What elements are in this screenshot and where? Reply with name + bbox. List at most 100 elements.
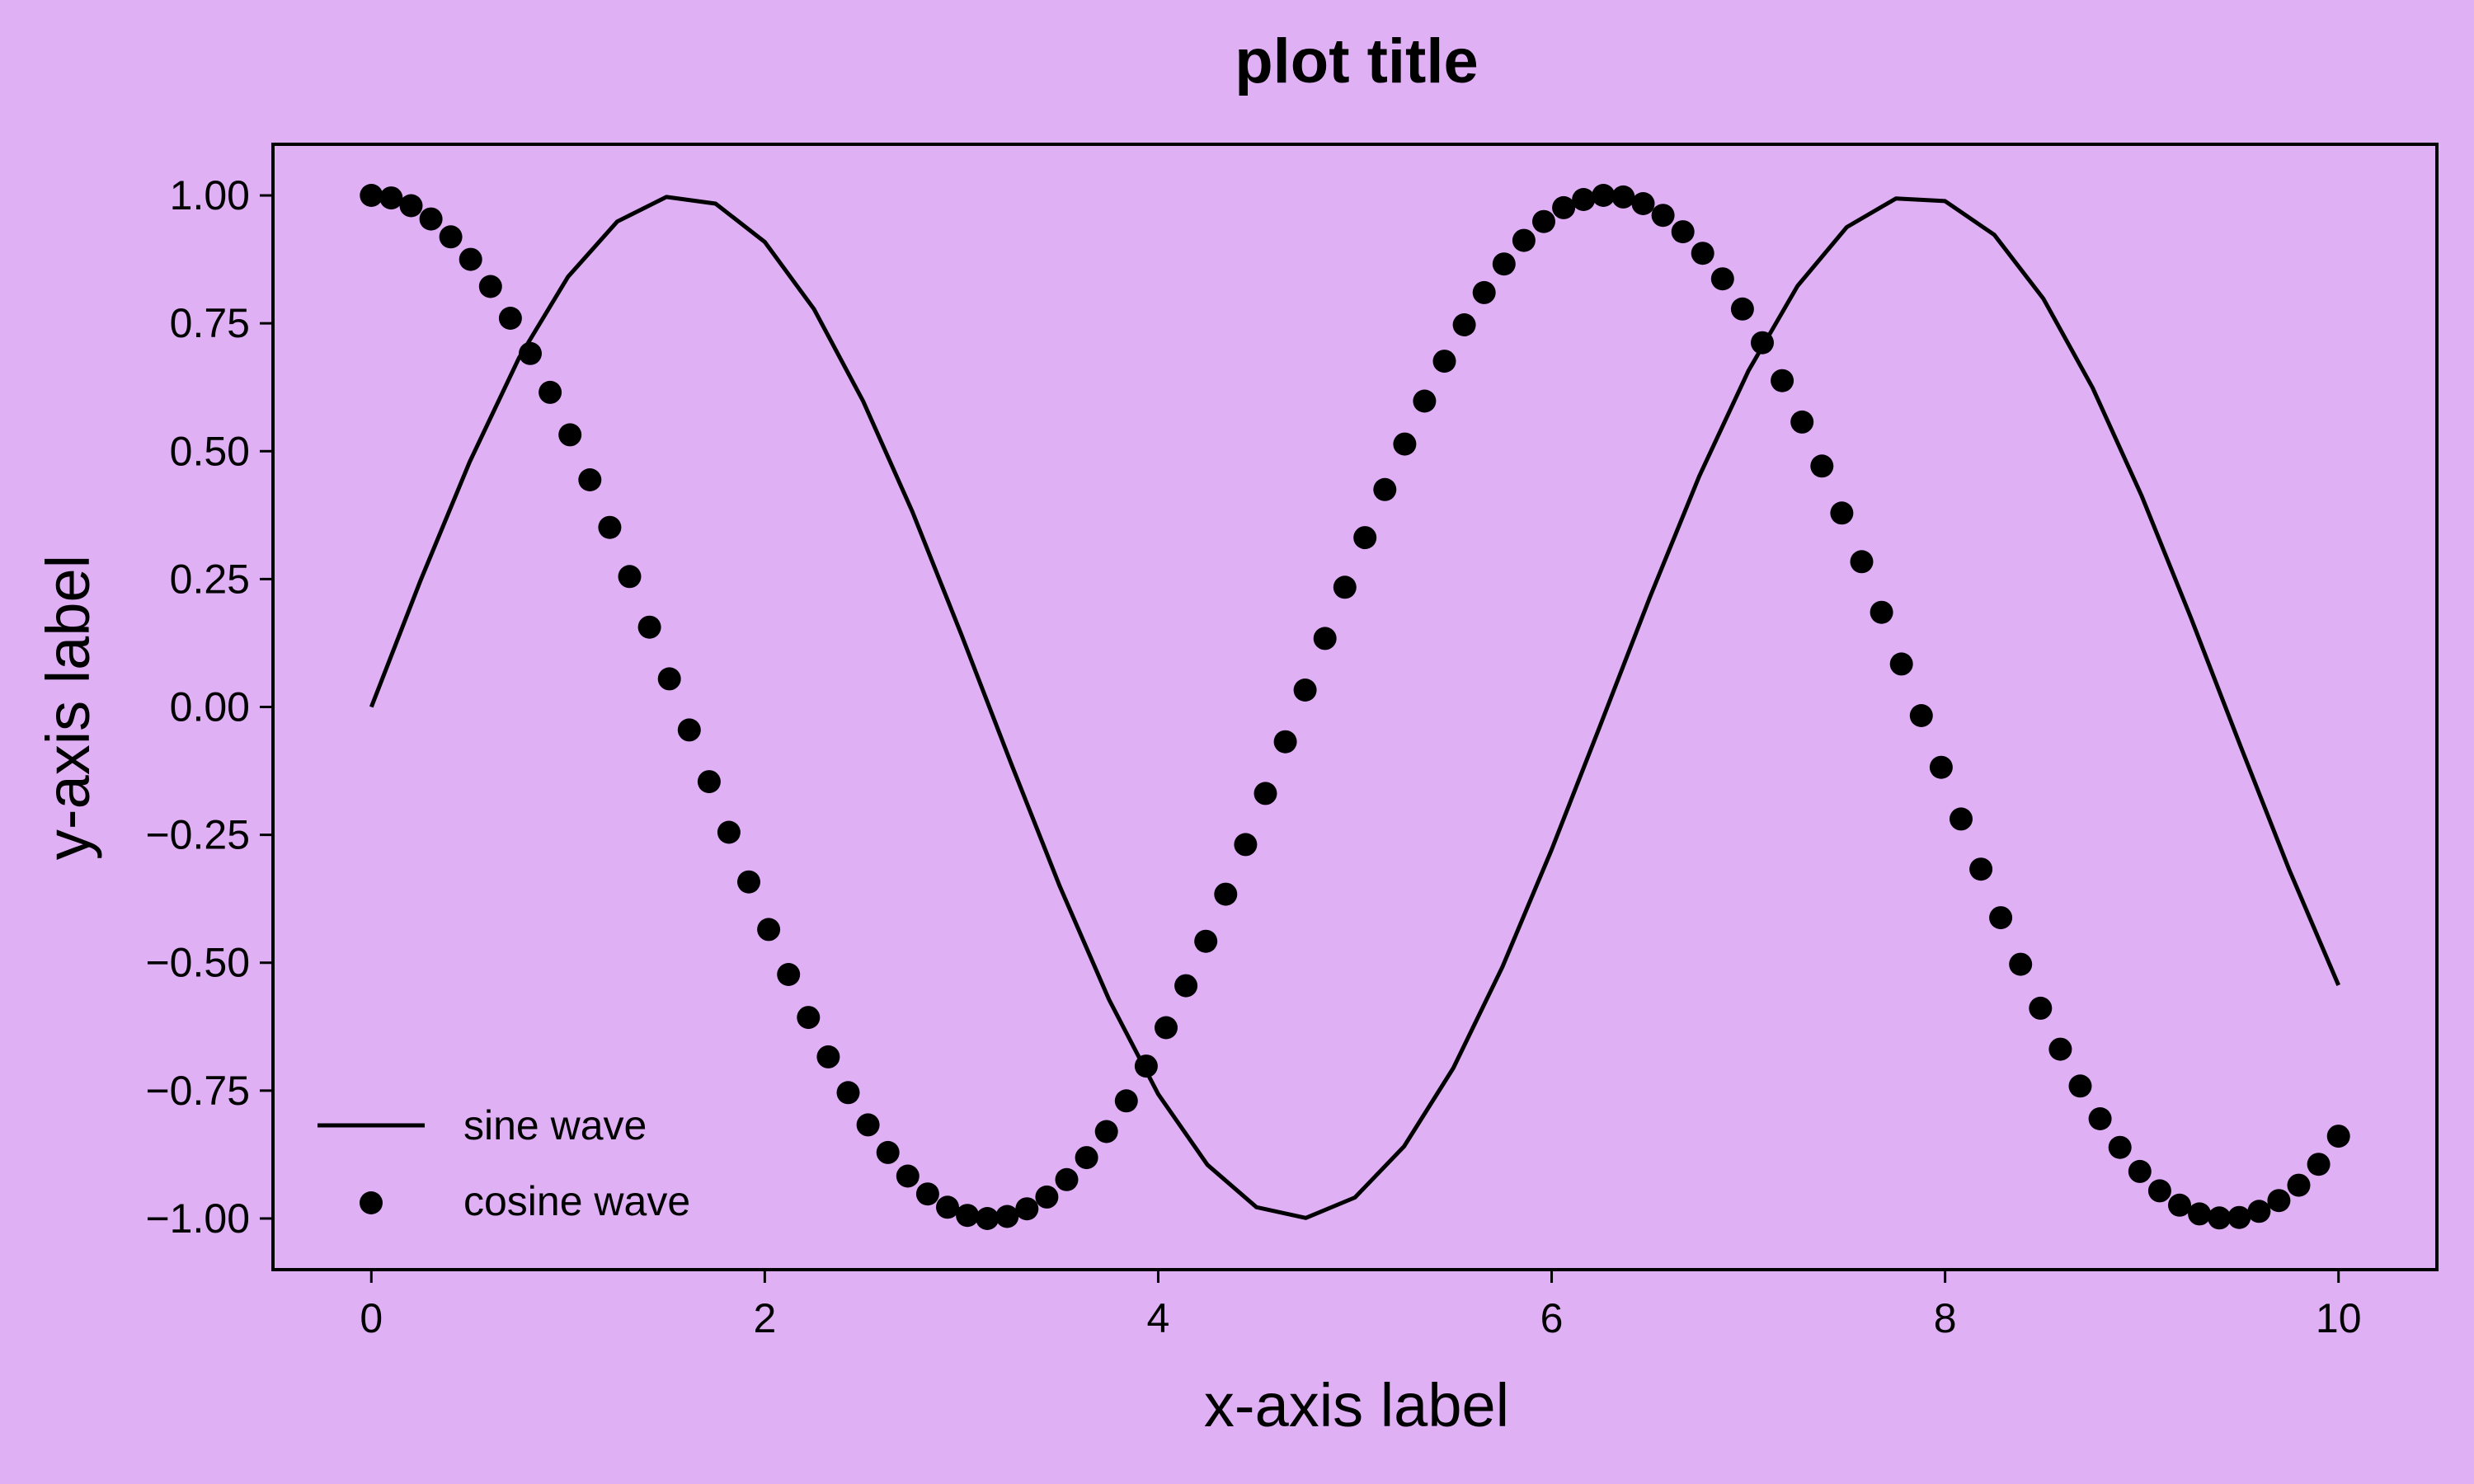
cosine-wave-point bbox=[1075, 1146, 1098, 1170]
cosine-wave-point bbox=[876, 1140, 900, 1164]
cosine-wave-point bbox=[478, 275, 502, 298]
cosine-wave-point bbox=[598, 515, 622, 539]
cosine-wave-point bbox=[379, 186, 403, 210]
cosine-wave-point bbox=[717, 820, 741, 844]
cosine-wave-point bbox=[1929, 755, 1953, 779]
cosine-wave-point bbox=[1691, 242, 1714, 265]
cosine-wave-point bbox=[976, 1207, 999, 1230]
x-tick-label: 8 bbox=[1934, 1295, 1957, 1341]
cosine-wave-point bbox=[915, 1182, 939, 1206]
cosine-wave-point bbox=[737, 870, 760, 894]
cosine-wave-point bbox=[816, 1045, 840, 1068]
cosine-wave-point bbox=[677, 718, 701, 742]
cosine-wave-point bbox=[1671, 220, 1695, 244]
legend-label-cosine: cosine wave bbox=[463, 1178, 690, 1224]
cosine-wave-point bbox=[2247, 1200, 2271, 1223]
cosine-wave-point bbox=[1214, 882, 1238, 906]
cosine-wave-point bbox=[1194, 929, 1218, 953]
x-axis-label: x-axis label bbox=[1204, 1371, 1509, 1439]
cosine-wave-point bbox=[2009, 952, 2033, 976]
cosine-wave-point bbox=[1313, 627, 1337, 650]
cosine-wave-point bbox=[1114, 1089, 1138, 1113]
cosine-wave-point bbox=[2267, 1189, 2291, 1213]
cosine-wave-point bbox=[797, 1006, 821, 1030]
cosine-wave-point bbox=[1611, 185, 1635, 209]
cosine-wave-point bbox=[2227, 1205, 2251, 1229]
y-axis-ticks: 1.00 0.75 0.50 0.25 0.00 −0.25 −0.50 −0.75 −1.00 bbox=[145, 172, 273, 1242]
cosine-wave-point bbox=[1592, 184, 1616, 207]
cosine-wave-point bbox=[1532, 209, 1555, 233]
y-tick-label: −0.25 bbox=[145, 812, 250, 858]
cosine-wave-point bbox=[637, 615, 661, 639]
x-tick-label: 4 bbox=[1147, 1295, 1170, 1341]
cosine-wave-point bbox=[1353, 526, 1377, 550]
cosine-wave-point bbox=[856, 1113, 880, 1137]
y-tick-label: −1.00 bbox=[145, 1195, 250, 1242]
cosine-wave-point bbox=[360, 184, 383, 207]
cosine-wave-point bbox=[2326, 1125, 2350, 1148]
y-tick-label: 0.50 bbox=[170, 428, 250, 474]
cosine-wave-point bbox=[1771, 369, 1794, 392]
cosine-wave-point bbox=[1830, 501, 1854, 525]
cosine-wave-point bbox=[1950, 807, 1973, 831]
cosine-wave-point bbox=[439, 225, 463, 249]
cosine-wave-point bbox=[1572, 188, 1596, 211]
cosine-wave-point bbox=[2188, 1202, 2212, 1226]
cosine-wave-point bbox=[1472, 280, 1496, 304]
cosine-wave-point bbox=[1055, 1167, 1079, 1191]
cosine-wave-point bbox=[777, 963, 801, 986]
cosine-wave-point bbox=[1293, 679, 1317, 702]
cosine-wave-point bbox=[2068, 1074, 2092, 1098]
cosine-wave-point bbox=[1234, 833, 1258, 857]
y-tick-label: 1.00 bbox=[170, 172, 250, 218]
cosine-wave-point bbox=[1253, 782, 1277, 805]
cosine-wave-point bbox=[1333, 575, 1357, 599]
cosine-wave-point bbox=[757, 918, 781, 942]
cosine-wave-point bbox=[1512, 228, 1536, 252]
x-tick-label: 6 bbox=[1540, 1295, 1564, 1341]
cosine-wave-point bbox=[2029, 996, 2053, 1020]
cosine-wave-point bbox=[1909, 704, 1933, 727]
legend-label-sine: sine wave bbox=[463, 1102, 647, 1148]
x-tick-label: 2 bbox=[753, 1295, 776, 1341]
cosine-wave-point bbox=[2307, 1153, 2331, 1176]
y-tick-label: 0.00 bbox=[170, 684, 250, 730]
chart-title: plot title bbox=[1235, 26, 1479, 96]
y-tick-label: −0.50 bbox=[145, 940, 250, 986]
cosine-wave-point bbox=[896, 1164, 920, 1188]
cosine-wave-point bbox=[2048, 1037, 2072, 1061]
cosine-wave-point bbox=[657, 667, 681, 691]
cosine-wave-point bbox=[1015, 1197, 1039, 1221]
cosine-wave-point bbox=[1393, 432, 1417, 456]
cosine-wave-point bbox=[558, 423, 582, 447]
cosine-wave-point bbox=[498, 307, 522, 330]
cosine-wave-point bbox=[459, 247, 482, 271]
cosine-wave-point bbox=[1492, 252, 1516, 276]
cosine-wave-point bbox=[1273, 730, 1297, 754]
cosine-wave-point bbox=[1790, 410, 1814, 434]
cosine-wave-point bbox=[1810, 454, 1834, 478]
cosine-wave-point bbox=[956, 1204, 980, 1228]
y-tick-label: 0.25 bbox=[170, 556, 250, 602]
cosine-wave-point bbox=[399, 194, 423, 218]
x-axis-ticks: 0 2 4 6 8 10 bbox=[360, 1270, 2362, 1341]
y-tick-label: 0.75 bbox=[170, 300, 250, 346]
cosine-wave-point bbox=[1373, 477, 1397, 501]
cosine-wave-point bbox=[2128, 1159, 2152, 1183]
cosine-wave-point bbox=[1710, 267, 1734, 291]
cosine-wave-point bbox=[697, 770, 721, 794]
cosine-wave-point bbox=[2168, 1193, 2191, 1217]
cosine-wave-point bbox=[2147, 1179, 2171, 1203]
cosine-wave-point bbox=[519, 341, 542, 365]
cosine-wave-point bbox=[1870, 600, 1893, 624]
cosine-wave-point bbox=[1155, 1016, 1178, 1040]
cosine-wave-point bbox=[419, 207, 443, 231]
sine-wave-line bbox=[369, 195, 2340, 1220]
cosine-wave-point bbox=[1432, 350, 1456, 373]
cosine-wave-point bbox=[539, 380, 562, 404]
series-layer bbox=[360, 184, 2350, 1230]
cosine-wave-point bbox=[2287, 1173, 2311, 1197]
legend: sine wave cosine wave bbox=[317, 1102, 690, 1224]
